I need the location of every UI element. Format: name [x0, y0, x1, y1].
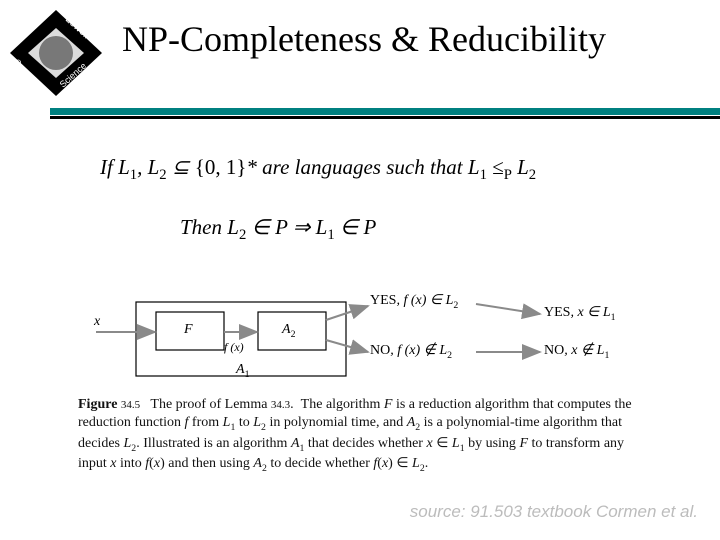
- figure-label: Figure: [78, 397, 117, 412]
- header-rule: [50, 108, 720, 118]
- source-credit: source: 91.503 textbook Cormen et al.: [410, 502, 698, 522]
- diagram-label-F: F: [184, 322, 193, 338]
- math-line-1: If L1, L2 ⊆ {0, 1}* are languages such t…: [100, 150, 680, 188]
- slide-title: NP-Completeness & Reducibility: [122, 18, 606, 60]
- math-line-2: Then L2 ∈ P ⇒ L1 ∈ P: [180, 210, 680, 248]
- umass-lowell-cs-logo: UMass Lowell Science Computer: [8, 8, 104, 98]
- reduction-diagram: x F f (x) A2 A1 YES, f (x) ∈ L2 NO, f (x…: [78, 290, 648, 386]
- diagram-label-A2: A2: [282, 322, 295, 340]
- diagram-label-x: x: [94, 314, 100, 330]
- figure-caption: Figure 34.5 The proof of Lemma 34.3. The…: [78, 396, 638, 476]
- diagram-label-no-fx: NO, f (x) ∉ L2: [370, 342, 452, 361]
- theorem-statement: If L1, L2 ⊆ {0, 1}* are languages such t…: [100, 150, 680, 248]
- diagram-label-fx: f (x): [224, 340, 244, 355]
- caption-body: The proof of Lemma 34.3. The algorithm F…: [78, 397, 632, 471]
- diagram-label-no-x: NO, x ∉ L1: [544, 342, 609, 361]
- figure-number: 34.5: [121, 399, 140, 411]
- diagram-label-yes-x: YES, x ∈ L1: [544, 304, 616, 323]
- slide-header: UMass Lowell Science Computer NP-Complet…: [0, 0, 720, 98]
- diagram-label-yes-fx: YES, f (x) ∈ L2: [370, 292, 458, 311]
- diagram-label-A1: A1: [236, 362, 249, 380]
